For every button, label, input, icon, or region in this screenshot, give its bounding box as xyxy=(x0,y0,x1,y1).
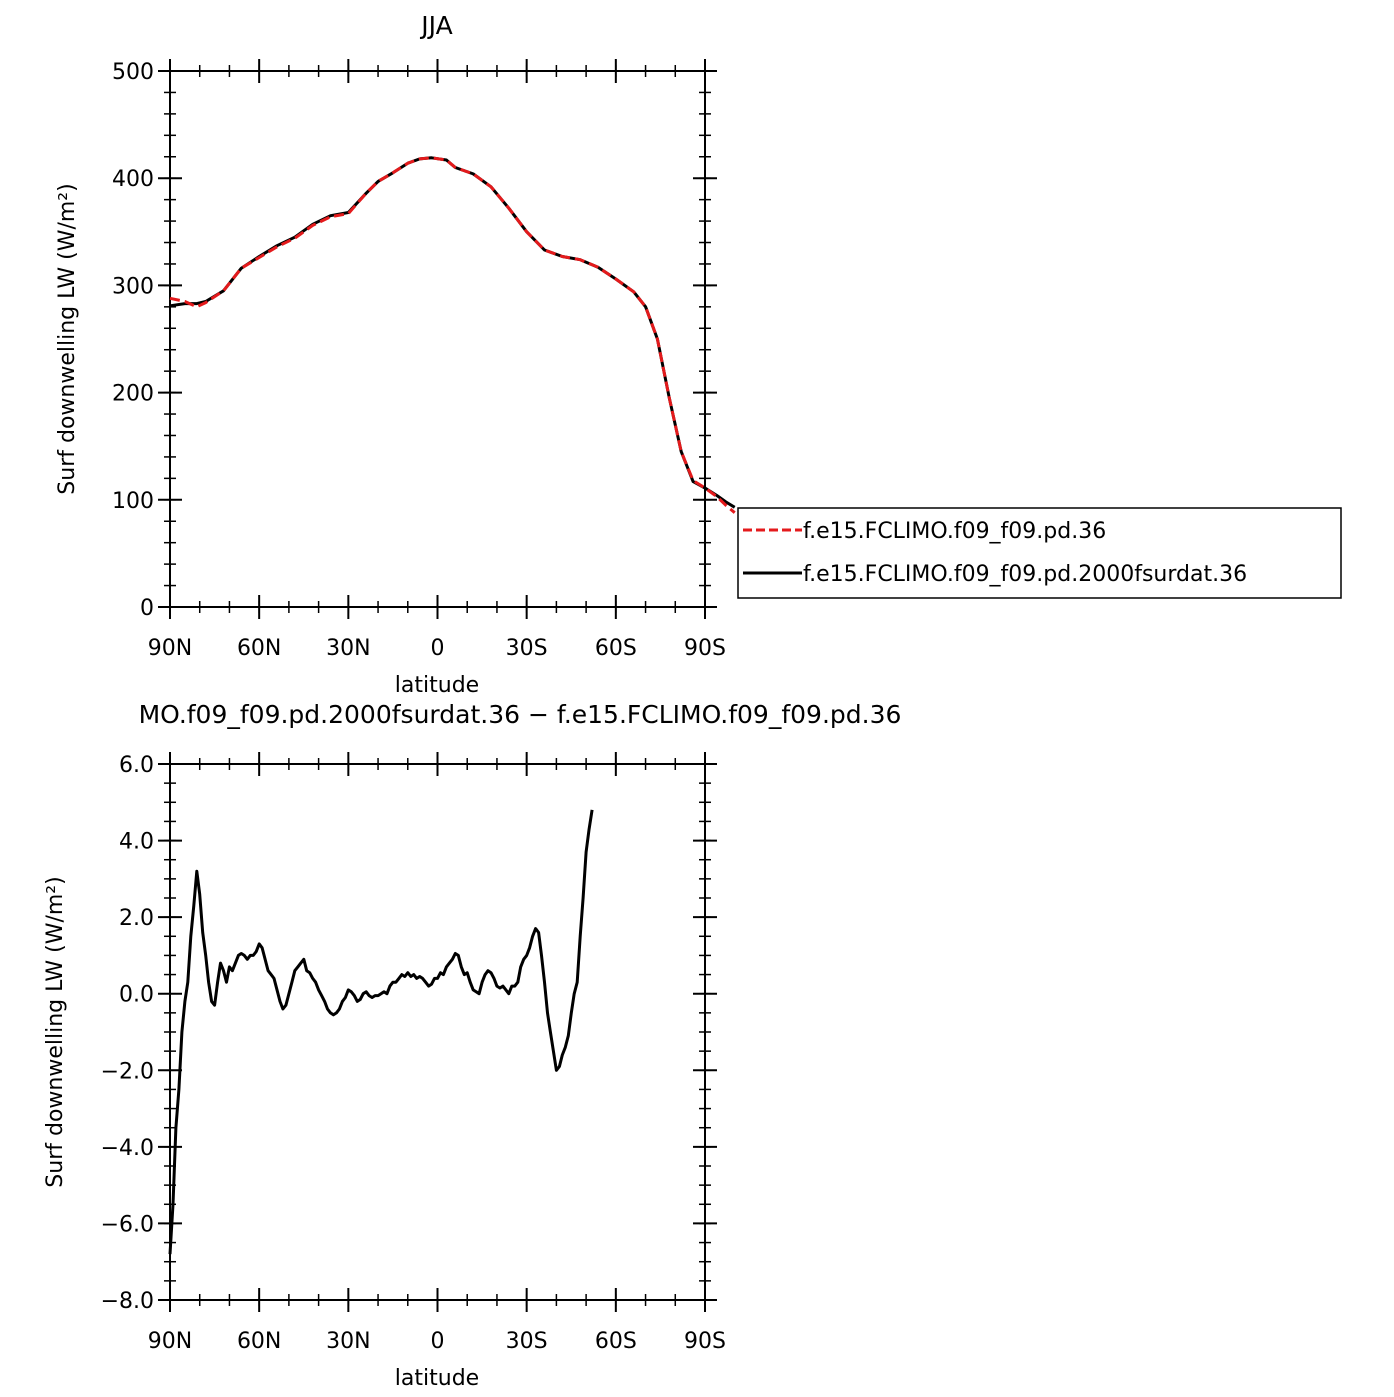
legend: f.e15.FCLIMO.f09_f09.pd.36 f.e15.FCLIMO.… xyxy=(737,507,1342,599)
x-tick-label: 60N xyxy=(237,1329,281,1354)
x-tick-label: 60S xyxy=(595,1329,637,1354)
x-tick-label: 0 xyxy=(431,1329,445,1354)
series-line-1 xyxy=(169,156,736,509)
y-tick-label: 0.0 xyxy=(119,983,154,1008)
series-line-0 xyxy=(169,156,736,514)
y-tick-label: 400 xyxy=(112,167,154,192)
x-tick-label: 60S xyxy=(595,636,637,661)
bottom-y-axis-label: Surf downwelling LW (W/m²) xyxy=(43,876,68,1187)
y-tick-label: −6.0 xyxy=(101,1212,154,1237)
top-plot-frame xyxy=(169,70,706,608)
x-tick-label: 30N xyxy=(326,636,370,661)
x-tick-label: 30S xyxy=(506,636,548,661)
y-tick-label: 4.0 xyxy=(119,830,154,855)
y-tick-label: 0 xyxy=(140,596,154,621)
x-tick-label: 90S xyxy=(684,1329,726,1354)
y-tick-label: 500 xyxy=(112,60,154,85)
x-tick-label: 0 xyxy=(431,636,445,661)
y-tick-label: 100 xyxy=(112,489,154,514)
y-tick-label: 200 xyxy=(112,382,154,407)
y-tick-label: −8.0 xyxy=(101,1289,154,1314)
x-tick-label: 90S xyxy=(684,636,726,661)
legend-label-0: f.e15.FCLIMO.f09_f09.pd.36 xyxy=(803,519,1106,544)
bottom-plot-frame xyxy=(169,763,706,1301)
top-x-axis-label: latitude xyxy=(395,673,479,698)
x-tick-label: 60N xyxy=(237,636,281,661)
y-tick-label: −4.0 xyxy=(101,1136,154,1161)
bottom-chart-title: MO.f09_f09.pd.2000fsurdat.36 − f.e15.FCL… xyxy=(139,700,902,729)
x-tick-label: 30S xyxy=(506,1329,548,1354)
legend-label-1: f.e15.FCLIMO.f09_f09.pd.2000fsurdat.36 xyxy=(803,562,1247,587)
x-tick-label: 90N xyxy=(148,1329,192,1354)
y-tick-label: 6.0 xyxy=(119,753,154,778)
top-y-axis-label: Surf downwelling LW (W/m²) xyxy=(55,183,80,494)
top-chart-title: JJA xyxy=(419,11,452,40)
x-tick-label: 90N xyxy=(148,636,192,661)
bottom-x-axis-label: latitude xyxy=(395,1366,479,1391)
x-tick-label: 30N xyxy=(326,1329,370,1354)
legend-box xyxy=(737,507,1342,599)
y-tick-label: 300 xyxy=(112,274,154,299)
y-tick-label: 2.0 xyxy=(119,906,154,931)
bottom-panel: MO.f09_f09.pd.2000fsurdat.36 − f.e15.FCL… xyxy=(43,700,901,1391)
y-tick-label: −2.0 xyxy=(101,1059,154,1084)
series-line-0 xyxy=(168,809,594,1255)
